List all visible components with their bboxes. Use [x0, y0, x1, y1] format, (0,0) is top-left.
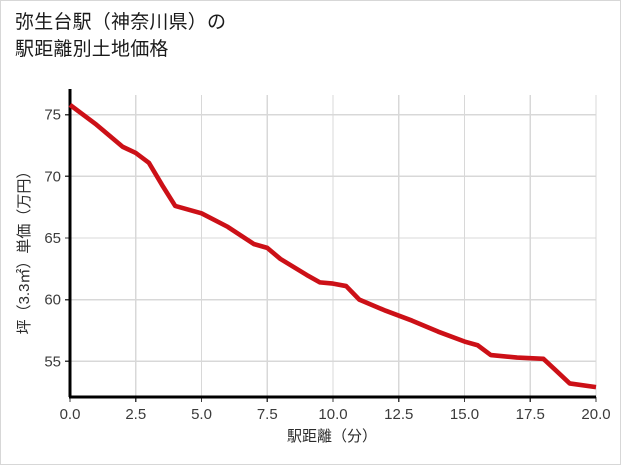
x-tick-label: 17.5: [516, 406, 545, 423]
y-axis-title: 坪（3.3㎡）単価（万円）: [16, 164, 33, 335]
x-tick-label: 0.0: [60, 406, 81, 423]
x-tick-label: 20.0: [581, 406, 610, 423]
y-tick-label: 65: [44, 230, 61, 247]
page-title: 弥生台駅（神奈川県）の 駅距離別土地価格: [15, 9, 575, 63]
x-tick-label: 10.0: [318, 406, 347, 423]
data-series-group: [68, 103, 597, 390]
data-series-line: [68, 103, 597, 390]
x-tick-labels-group: 0.0 2.5 5.0 7.5 10.0 12.5 15.0 17.5 20.0: [60, 406, 611, 423]
x-axis-title: 駅距離（分）: [287, 427, 377, 445]
x-tick-label: 15.0: [450, 406, 479, 423]
y-tick-label: 55: [44, 353, 61, 370]
y-tick-label: 60: [44, 292, 61, 309]
x-tick-label: 12.5: [384, 406, 413, 423]
y-tick-label: 70: [44, 168, 61, 185]
x-tick-label: 7.5: [257, 406, 278, 423]
gridlines-group: [70, 95, 597, 397]
axis-spines-group: [68, 89, 596, 399]
y-tick-labels-group: 55 60 65 70 75: [44, 107, 61, 371]
y-tick-label: 75: [44, 107, 61, 124]
x-tick-label: 2.5: [125, 406, 146, 423]
title-line-1: 弥生台駅（神奈川県）の: [15, 12, 227, 33]
title-line-2: 駅距離別土地価格: [15, 39, 169, 60]
x-tick-label: 5.0: [191, 406, 212, 423]
